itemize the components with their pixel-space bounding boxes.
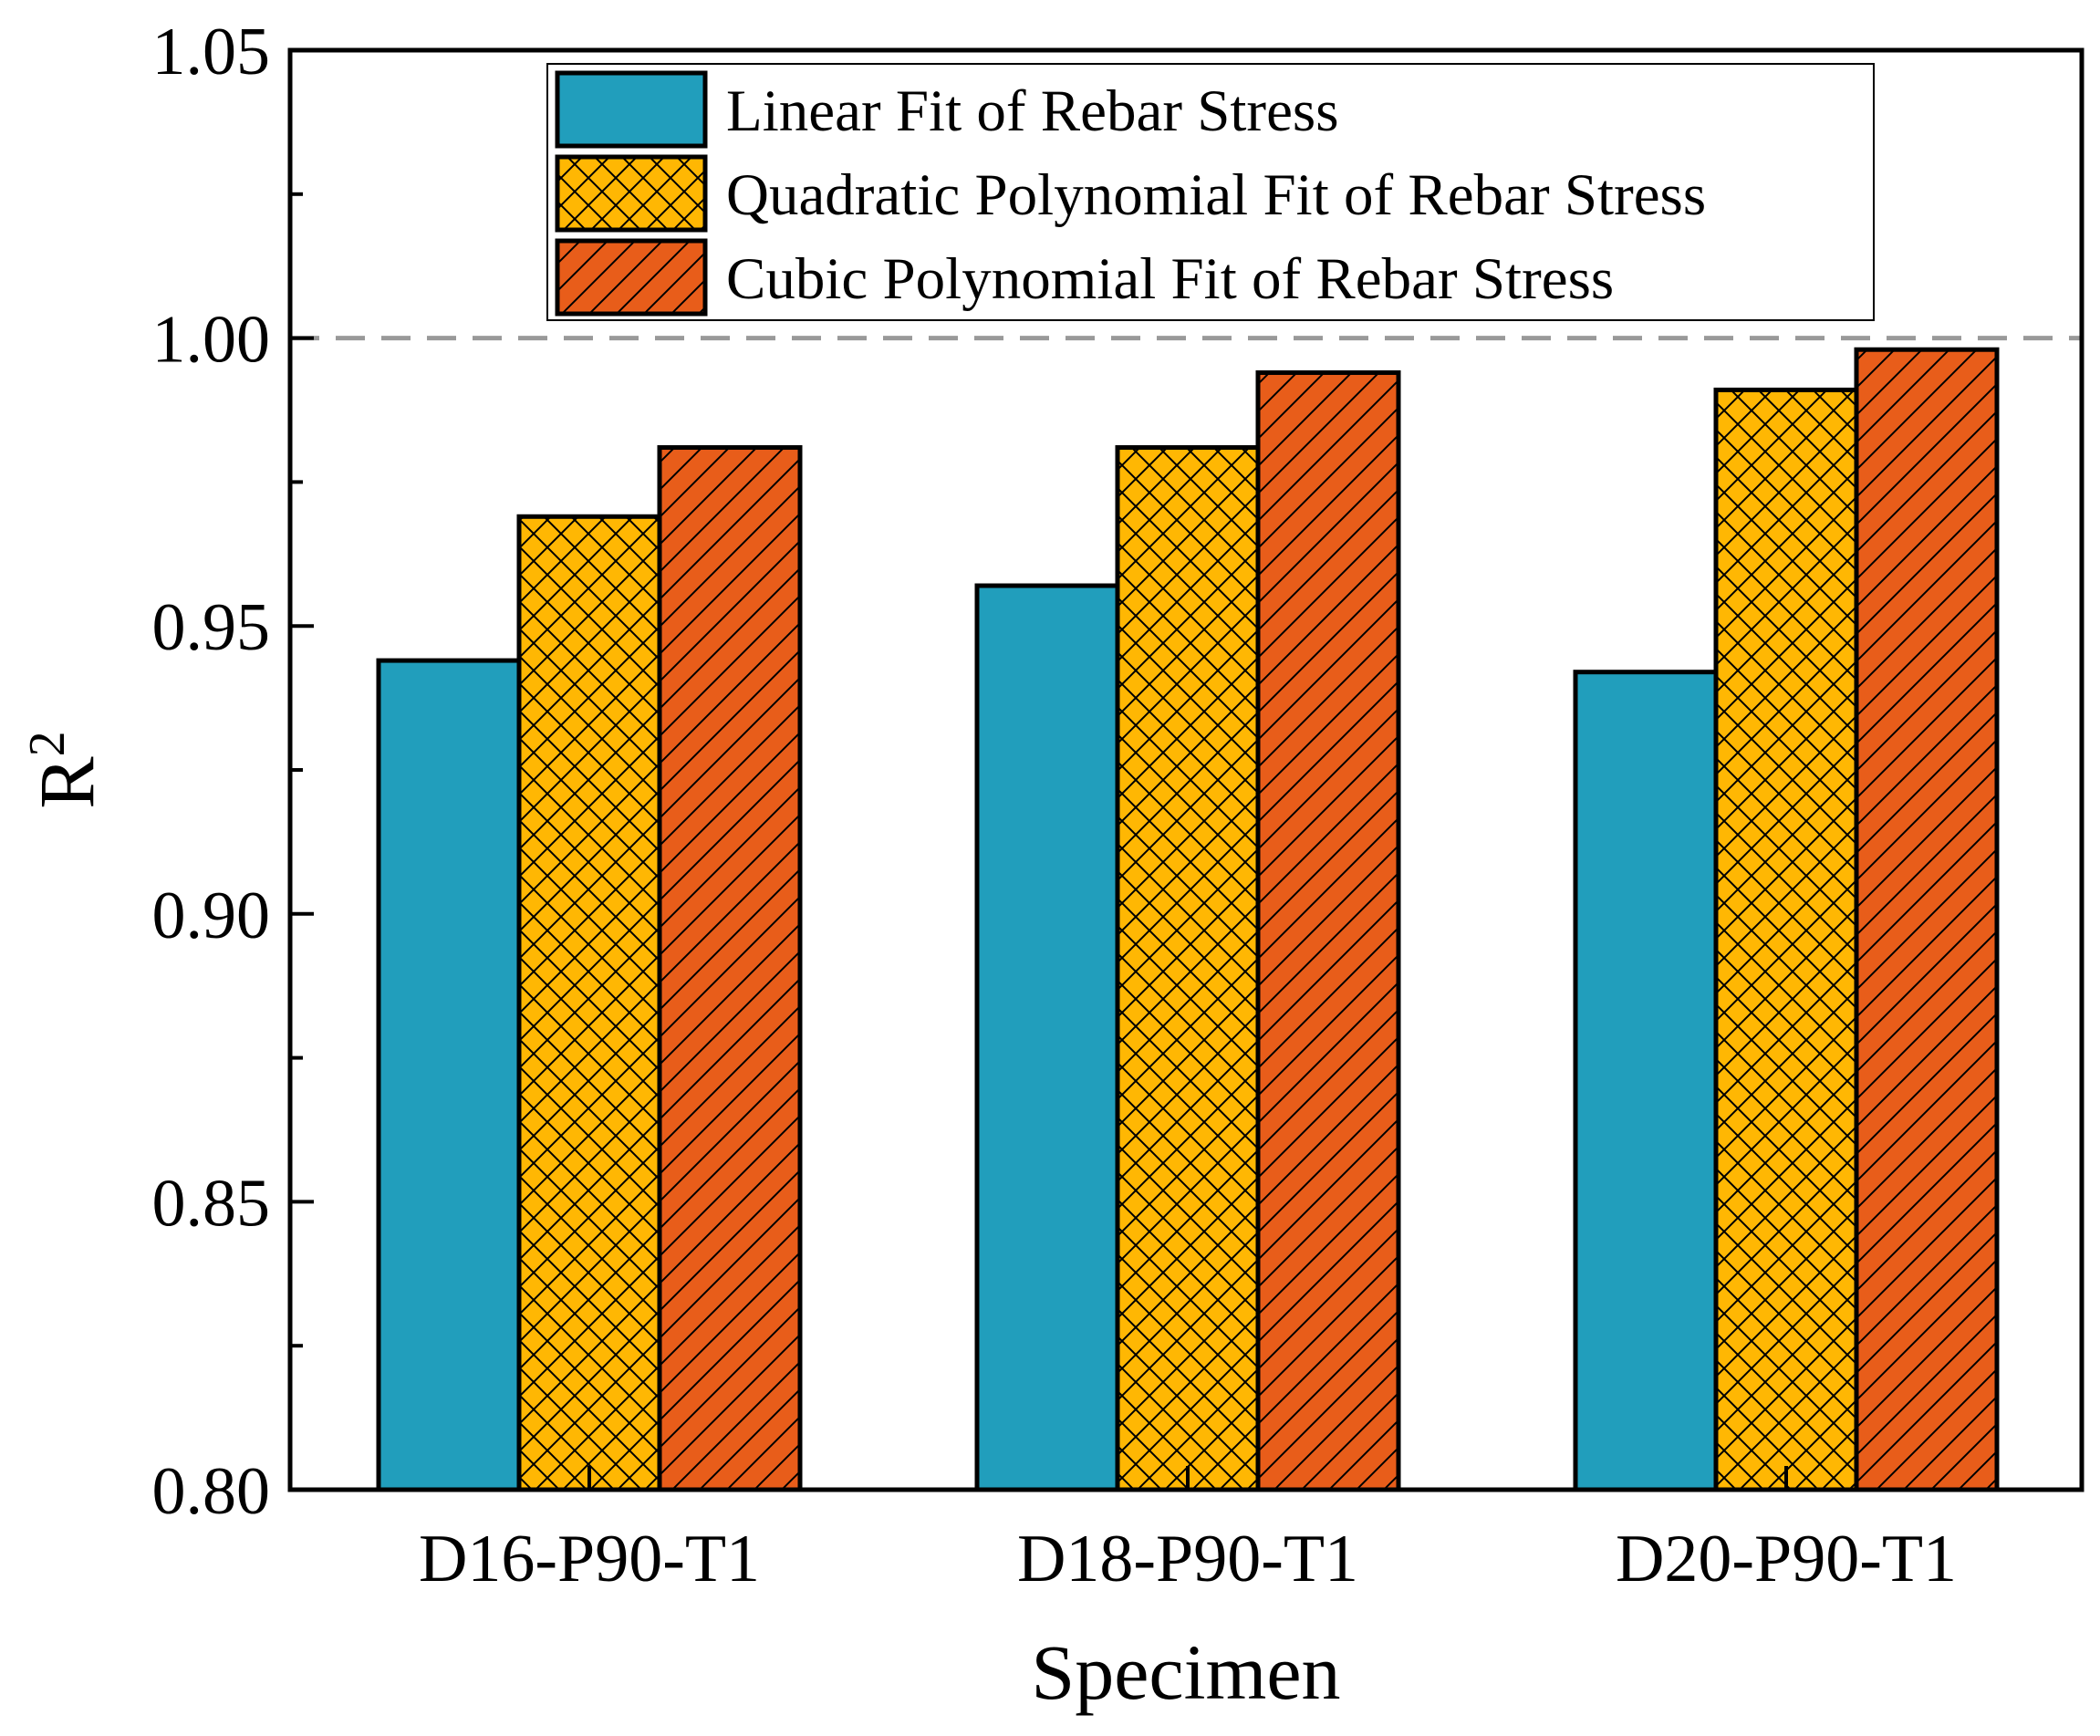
x-tick-label: D16-P90-T1 <box>419 1522 760 1596</box>
legend-label-series-1: Linear Fit of Rebar Stress <box>726 78 1339 144</box>
x-axis: D16-P90-T1 D18-P90-T1 D20-P90-T1 <box>419 1466 1957 1596</box>
bar-D18-P90-T1-series-2 <box>1115 445 1261 1492</box>
legend-label-series-3: Cubic Polynomial Fit of Rebar Stress <box>726 246 1614 312</box>
y-tick-label: 1.05 <box>152 15 271 89</box>
bar-D18-P90-T1-series-1 <box>974 583 1120 1492</box>
legend-swatch-series-2 <box>555 154 708 233</box>
x-tick-label: D18-P90-T1 <box>1017 1522 1358 1596</box>
y-tick-label: 0.90 <box>152 878 271 953</box>
bars-layer <box>376 347 2000 1492</box>
bar-D16-P90-T1-series-3 <box>657 445 803 1492</box>
legend-label-series-2: Quadratic Polynomial Fit of Rebar Stress <box>726 162 1706 228</box>
legend-swatch-series-3 <box>555 238 708 317</box>
bar-D20-P90-T1-series-3 <box>1854 347 2000 1492</box>
bar-D20-P90-T1-series-2 <box>1713 387 1859 1492</box>
y-axis-title-superscript: 2 <box>19 731 76 756</box>
bar-D16-P90-T1-series-2 <box>516 514 662 1492</box>
bar-D18-P90-T1-series-3 <box>1255 369 1401 1492</box>
bar-D20-P90-T1-series-1 <box>1573 670 1719 1492</box>
y-axis: 0.80 0.85 0.90 0.95 1.00 1.05 <box>152 15 314 1529</box>
legend-box <box>546 63 1875 321</box>
y-axis-title-main: R <box>23 756 110 809</box>
legend-swatch-series-1 <box>555 70 708 149</box>
bar-D16-P90-T1-series-1 <box>376 658 522 1492</box>
y-tick-label: 0.95 <box>152 590 271 665</box>
y-tick-label: 1.00 <box>152 303 271 378</box>
x-tick-label: D20-P90-T1 <box>1616 1522 1957 1596</box>
y-axis-title: R2 <box>19 731 110 808</box>
y-tick-label: 0.80 <box>152 1454 271 1529</box>
legend: Linear Fit of Rebar Stress Quadratic Poly… <box>546 63 1875 321</box>
y-tick-label: 0.85 <box>152 1166 271 1241</box>
x-axis-title: Specimen <box>1031 1628 1340 1716</box>
